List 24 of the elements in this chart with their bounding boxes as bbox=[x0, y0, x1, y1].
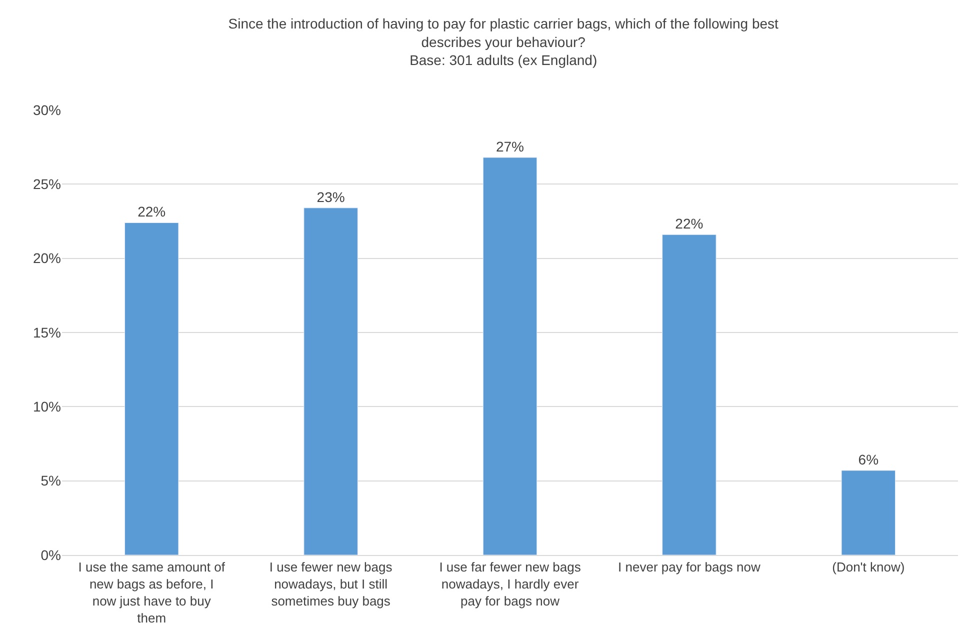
bar bbox=[662, 234, 716, 555]
bar bbox=[304, 208, 358, 555]
y-tick-label: 25% bbox=[32, 176, 61, 192]
data-label: 23% bbox=[316, 188, 345, 205]
y-tick-label: 10% bbox=[32, 398, 61, 415]
x-tick-label: I use the same amount of new bags as before, I now just have to buy them bbox=[78, 560, 226, 626]
chart-subtitle: Base: 301 adults (ex England) bbox=[410, 52, 598, 68]
y-tick-label: 0% bbox=[40, 546, 61, 563]
y-tick-label: 30% bbox=[32, 102, 61, 118]
x-tick-label: (Don't know) bbox=[832, 560, 905, 575]
data-label: 27% bbox=[496, 138, 524, 154]
bar bbox=[124, 222, 179, 555]
x-tick-label: I never pay for bags now bbox=[618, 560, 761, 575]
bar bbox=[482, 157, 538, 555]
y-tick-label: 15% bbox=[32, 324, 61, 340]
data-label: 22% bbox=[138, 204, 166, 220]
y-tick-label: 20% bbox=[32, 250, 61, 266]
y-tick-label: 5% bbox=[40, 472, 61, 489]
chart-title: Since the introduction of having to pay for plastic carrier bags, which of the following best describes your behaviour? bbox=[228, 16, 779, 50]
data-label: 6% bbox=[858, 451, 879, 468]
bar bbox=[841, 470, 896, 555]
x-tick-label: I use fewer new bags nowadays, but I still sometimes buy bags bbox=[269, 560, 393, 608]
x-tick-label: I use far fewer new bags nowadays, I hardly ever pay for bags now bbox=[439, 560, 582, 608]
data-label: 22% bbox=[675, 216, 704, 232]
